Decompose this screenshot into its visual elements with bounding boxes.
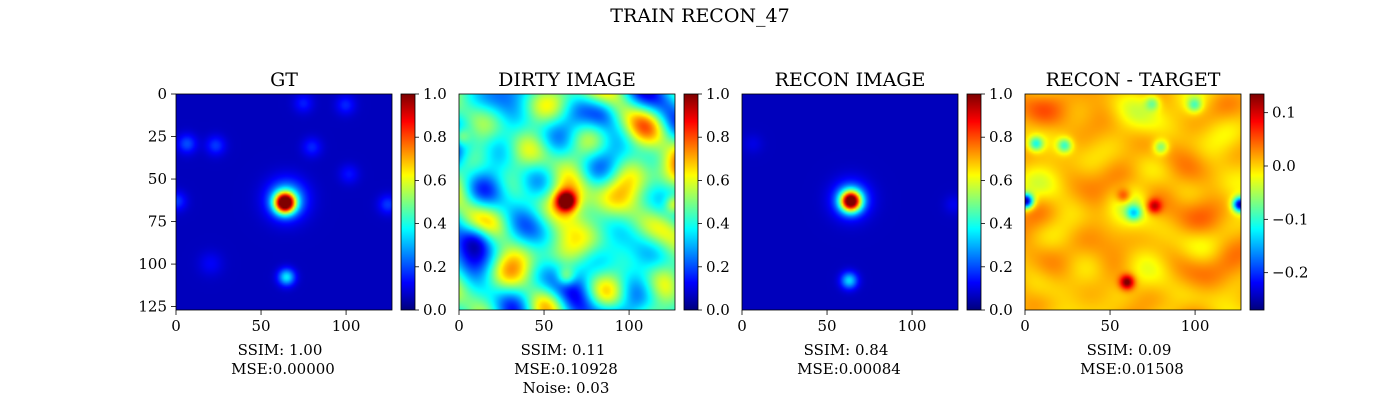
panel-title: RECON IMAGE [775,69,926,91]
colorbar-tick-label: 1.0 [706,85,730,103]
colorbar-frame [1249,93,1265,311]
colorbar-tick-label: −0.1 [1272,210,1308,228]
colorbar-tick-label: 0.0 [1272,157,1296,175]
x-tick-label: 100 [898,317,927,335]
colorbar-tick-label: 0.1 [1272,104,1296,122]
y-tick-label: 50 [148,170,167,188]
colorbar [1250,94,1264,310]
colorbar-tick-label: 0.8 [706,128,730,146]
colorbar-tick-label: 0.2 [989,258,1013,276]
colorbar-tick-label: 0.4 [706,215,730,233]
y-tick-label: 0 [157,85,167,103]
metric-line: MSE:0.01508 [1080,360,1184,378]
x-tick-label: 0 [454,317,464,335]
colorbar-tick-label: 0.4 [989,215,1013,233]
x-tick-label: 0 [171,317,181,335]
x-tick-label: 0 [1020,317,1030,335]
panel-3: RECON - TARGET 0 50 100 0.1 0.0 −0.1 −0.2 SSIM: … [1020,69,1308,378]
colorbar-tick-label: 0.2 [423,258,447,276]
heatmap-frame [458,93,676,311]
colorbar-tick-label: 0.0 [706,301,730,319]
colorbar-tick-label: 0.0 [989,301,1013,319]
heatmap-frame [175,93,393,311]
colorbar-frame [400,93,416,311]
panel-2: RECON IMAGE 0 50 100 0.0 0.2 0.4 0.6 0.8 1.0 SSIM:… [737,69,1013,378]
metric-line: Noise: 0.03 [523,379,610,397]
x-tick-label: 100 [615,317,644,335]
colorbar-tick-label: 0.6 [423,171,447,189]
y-tick-label: 25 [148,128,167,146]
colorbar-tick-label: 0.6 [706,171,730,189]
heatmap-image [1025,94,1241,310]
x-tick-label: 100 [1181,317,1210,335]
colorbar-tick-label: 0.6 [989,171,1013,189]
y-tick-label: 125 [138,298,167,316]
colorbar-tick-label: 0.4 [423,215,447,233]
colorbar-tick-label: 1.0 [989,85,1013,103]
panel-1: DIRTY IMAGE 0 50 100 0.0 0.2 0.4 0.6 0.8 1.0 SSIM:… [454,69,730,397]
metric-line: MSE:0.10928 [514,360,618,378]
metric-line: MSE:0.00000 [231,360,335,378]
panel-0: GT 0 50 100 0 25 50 75 100 125 0.0 0.2 0.4 0.6 0.8 1.0 S… [138,69,447,378]
colorbar [967,94,981,310]
colorbar [684,94,698,310]
x-tick-label: 50 [817,317,836,335]
panel-title: GT [270,69,298,91]
metric-line: SSIM: 0.11 [521,341,606,359]
colorbar-tick-label: 0.0 [423,301,447,319]
x-tick-label: 100 [332,317,361,335]
x-tick-label: 50 [534,317,553,335]
heatmap-image [459,94,675,310]
colorbar-tick-label: −0.2 [1272,264,1308,282]
x-tick-label: 50 [251,317,270,335]
heatmap-frame [741,93,959,311]
heatmap-frame [1024,93,1242,311]
figure-title: TRAIN RECON_47 [610,5,789,27]
heatmap-image [176,94,392,310]
metric-line: SSIM: 1.00 [238,341,323,359]
colorbar [401,94,415,310]
colorbar-tick-label: 0.8 [989,128,1013,146]
metric-line: SSIM: 0.84 [804,341,889,359]
panels: GT 0 50 100 0 25 50 75 100 125 0.0 0.2 0.4 0.6 0.8 1.0 S… [138,69,1308,397]
heatmap-image [742,94,958,310]
colorbar-tick-label: 0.2 [706,258,730,276]
metric-line: SSIM: 0.09 [1087,341,1172,359]
x-tick-label: 0 [737,317,747,335]
panel-title: RECON - TARGET [1046,69,1221,91]
y-tick-label: 75 [148,213,167,231]
x-tick-label: 50 [1100,317,1119,335]
y-tick-label: 100 [138,255,167,273]
metric-line: MSE:0.00084 [797,360,901,378]
colorbar-frame [683,93,699,311]
colorbar-frame [966,93,982,311]
panel-title: DIRTY IMAGE [498,69,636,91]
colorbar-tick-label: 1.0 [423,85,447,103]
colorbar-tick-label: 0.8 [423,128,447,146]
